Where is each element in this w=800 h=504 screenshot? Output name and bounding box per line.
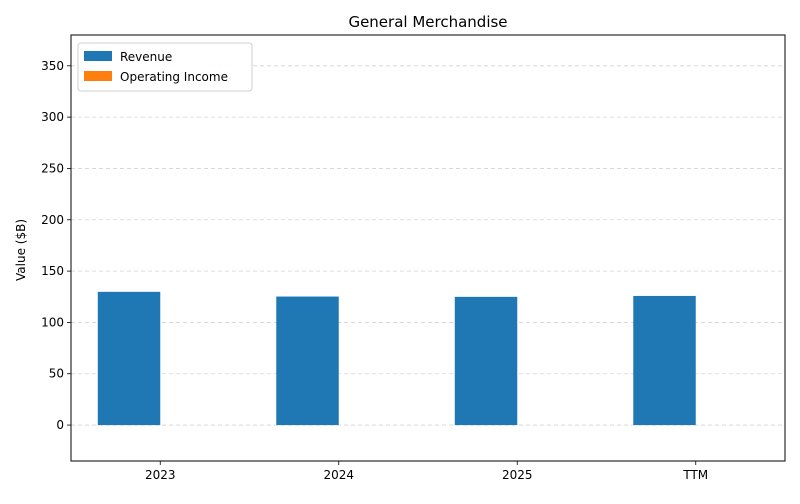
y-axis-label: Value ($B) [14,219,28,281]
bar-revenue [454,296,518,426]
x-tick-label: 2025 [502,468,533,482]
legend-swatch [84,71,112,81]
grid-lines [71,65,785,426]
bar-revenue [276,296,339,426]
bar-revenue [633,295,696,426]
axes: 0 50 100 150 200 250 300 350 2023 2024 2025 TTM [41,34,786,482]
y-tick-label: 150 [41,264,64,278]
y-tick-label: 250 [41,161,64,175]
y-tick-label: 100 [41,315,64,329]
x-tick-label: 2023 [145,468,176,482]
legend-box [77,42,253,92]
y-tick-label: 200 [41,213,64,227]
y-tick-label: 0 [56,418,64,432]
chart-title: General Merchandise [348,13,507,31]
y-tick-label: 50 [49,367,64,381]
legend-label: Revenue [120,50,172,64]
bars [97,291,696,426]
legend-swatch [84,51,112,61]
bar-revenue [97,291,161,426]
y-tick-label: 350 [41,59,64,73]
legend-label: Operating Income [120,70,228,84]
plot-frame [70,34,786,462]
y-tick-label: 300 [41,110,64,124]
x-tick-label: TTM [682,468,708,482]
x-tick-label: 2024 [323,468,354,482]
legend: Revenue Operating Income [77,42,253,92]
